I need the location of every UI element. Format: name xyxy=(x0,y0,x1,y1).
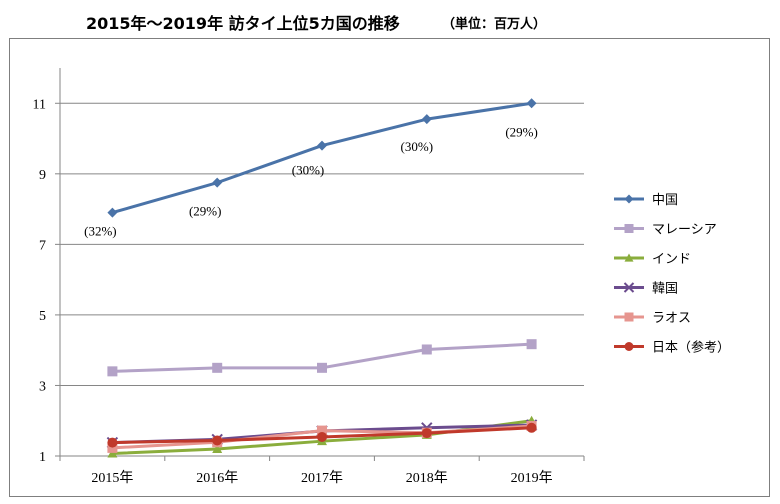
data-point xyxy=(107,437,118,448)
y-tick-label: 3 xyxy=(39,379,46,394)
data-point xyxy=(317,425,327,436)
unit-note: （単位：百万人） xyxy=(442,17,547,32)
x-tick-label: 2018年 xyxy=(406,470,448,486)
x-tick-label: 2017年 xyxy=(301,470,343,486)
y-tick-label: 1 xyxy=(39,450,46,465)
data-point xyxy=(107,442,118,453)
data-point xyxy=(212,177,223,188)
chart-frame xyxy=(9,38,770,497)
data-point xyxy=(421,428,432,439)
data-point xyxy=(107,448,118,458)
legend-label: マレーシア xyxy=(652,223,717,238)
legend-marker xyxy=(624,224,634,233)
series-line xyxy=(111,101,532,215)
data-point xyxy=(526,339,537,350)
data-point xyxy=(212,435,223,446)
legend-label: インド xyxy=(652,252,691,267)
y-tick-label: 5 xyxy=(39,309,46,324)
data-label: (32%) xyxy=(84,224,117,239)
y-tick-label: 11 xyxy=(33,97,46,112)
data-point xyxy=(317,362,327,373)
legend-label: 中国 xyxy=(652,193,678,208)
legend-marker xyxy=(623,282,635,293)
data-point xyxy=(526,98,537,109)
legend-label: 日本（参考） xyxy=(652,340,730,356)
title-row: 2015年〜2019年 訪タイ上位5カ国の推移 （単位：百万人） xyxy=(86,10,686,36)
data-point xyxy=(526,422,537,433)
chart-title: 2015年〜2019年 訪タイ上位5カ国の推移 xyxy=(86,14,400,33)
data-point xyxy=(317,431,327,442)
data-label: (30%) xyxy=(401,139,434,154)
data-point xyxy=(212,443,223,453)
data-point xyxy=(421,114,432,125)
y-tick-label: 7 xyxy=(39,238,46,253)
data-point xyxy=(317,140,327,151)
data-point xyxy=(107,366,118,377)
data-label: (30%) xyxy=(292,163,325,178)
legend-marker xyxy=(624,253,634,262)
data-point xyxy=(421,344,432,355)
legend-label: ラオス xyxy=(652,311,691,326)
x-tick-label: 2016年 xyxy=(196,470,238,486)
legend-marker xyxy=(624,194,634,204)
x-tick-label: 2015年 xyxy=(91,470,133,486)
data-point xyxy=(212,362,223,373)
y-tick-label: 9 xyxy=(39,168,46,183)
data-label: (29%) xyxy=(189,204,222,219)
data-label: (29%) xyxy=(505,124,538,139)
data-point xyxy=(107,207,118,218)
legend-marker xyxy=(624,342,634,351)
x-tick-label: 2019年 xyxy=(511,470,553,486)
legend-label: 韓国 xyxy=(652,282,678,297)
legend-marker xyxy=(624,312,634,322)
